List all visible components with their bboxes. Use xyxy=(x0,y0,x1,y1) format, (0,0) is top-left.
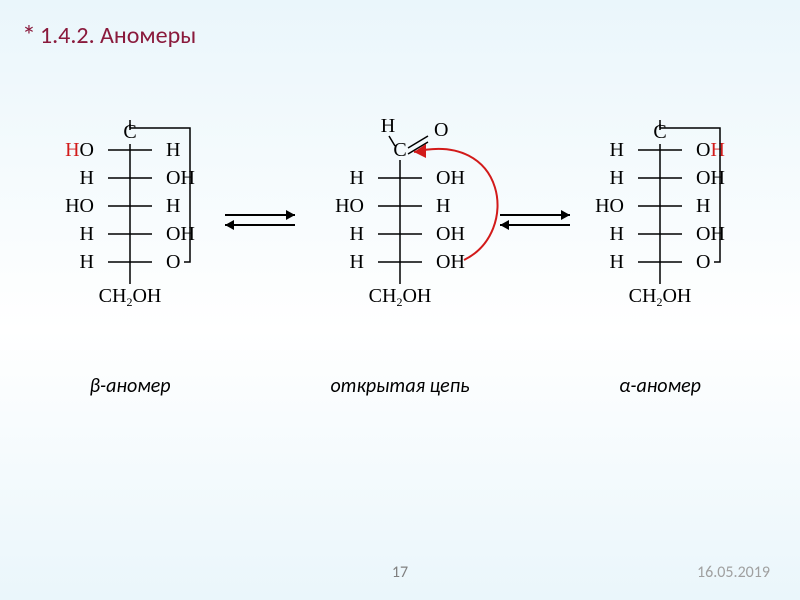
svg-text:H: H xyxy=(436,195,450,217)
svg-text:H: H xyxy=(381,115,395,137)
svg-text:H: H xyxy=(166,139,180,161)
svg-text:CH2OH: CH2OH xyxy=(369,285,432,309)
svg-text:H: H xyxy=(696,195,710,217)
svg-text:OH: OH xyxy=(436,167,465,189)
svg-text:H: H xyxy=(350,223,364,245)
chem-stage: HOHHOHHOHHOHHOCCH2OHCHOHOHHOHHOHHOHCH2OH… xyxy=(0,0,800,600)
alpha-anomer: HOHHOHHOHHOHHOCCH2OH xyxy=(595,120,725,309)
footer-date: 16.05.2019 xyxy=(697,563,770,582)
open-chain: CHOHOHHOHHOHHOHCH2OH xyxy=(335,115,497,309)
svg-text:H: H xyxy=(80,223,94,245)
svg-text:HO: HO xyxy=(595,195,624,217)
svg-text:CH2OH: CH2OH xyxy=(99,285,162,309)
svg-text:H: H xyxy=(350,251,364,273)
svg-text:HO: HO xyxy=(335,195,364,217)
svg-text:H: H xyxy=(610,251,624,273)
eq-arrow-left xyxy=(225,210,295,230)
svg-text:OH: OH xyxy=(436,251,465,273)
caption: β-аномер xyxy=(89,374,170,398)
eq-arrow-right xyxy=(500,210,570,230)
caption: α-аномер xyxy=(619,374,701,398)
svg-text:OH: OH xyxy=(436,223,465,245)
svg-text:O: O xyxy=(696,251,710,273)
svg-text:H: H xyxy=(350,167,364,189)
page-number: 17 xyxy=(0,563,800,582)
svg-text:O: O xyxy=(434,119,448,141)
svg-text:H: H xyxy=(610,167,624,189)
svg-text:O: O xyxy=(166,251,180,273)
svg-text:H: H xyxy=(80,251,94,273)
svg-text:H: H xyxy=(80,167,94,189)
svg-text:CH2OH: CH2OH xyxy=(629,285,692,309)
svg-text:H: H xyxy=(166,195,180,217)
beta-anomer: HOHHOHHOHHOHHOCCH2OH xyxy=(65,120,195,309)
svg-text:H: H xyxy=(610,223,624,245)
svg-text:H: H xyxy=(610,139,624,161)
caption: открытая цепь xyxy=(331,374,470,398)
svg-text:HO: HO xyxy=(65,195,94,217)
svg-text:C: C xyxy=(393,139,406,161)
svg-text:HO: HO xyxy=(65,139,94,161)
